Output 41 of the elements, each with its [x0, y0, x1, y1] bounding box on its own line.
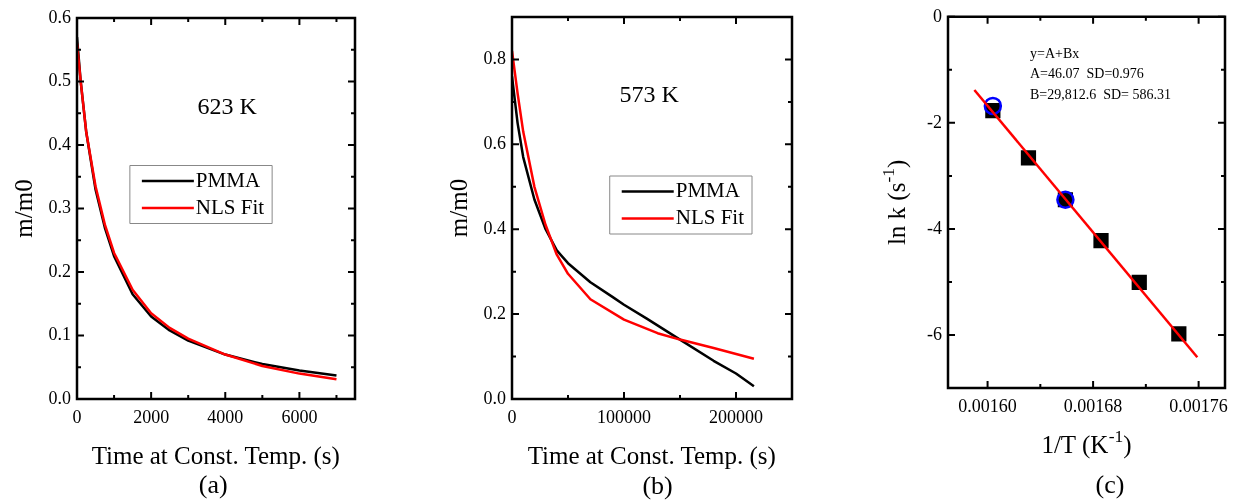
x-tick-label: 4000 — [207, 406, 244, 427]
y-tick-label: 0.3 — [48, 197, 71, 218]
annotation: 623 K — [197, 93, 258, 120]
x-axis-title: Time at Const. Temp. (s) — [91, 441, 340, 470]
y-tick-label: 0.6 — [483, 133, 506, 154]
y-axis-title: m/m0 — [9, 179, 37, 238]
y-tick-label: 0 — [933, 5, 942, 26]
text: (a) — [198, 470, 228, 500]
y-tick-label: 0.2 — [483, 302, 506, 323]
y-tick-label: -2 — [927, 111, 942, 132]
y-tick-label: 0.0 — [483, 387, 506, 408]
y-tick-label: 0.8 — [483, 48, 506, 69]
x-tick-label: 200000 — [709, 406, 763, 427]
x-tick-label: 6000 — [281, 406, 318, 427]
annotation: 573 K — [619, 81, 680, 108]
y-tick-label: 0.6 — [48, 6, 71, 27]
y-axis-title: m/m0 — [444, 178, 472, 238]
text: (b) — [642, 470, 673, 500]
y-tick-label: 0.4 — [48, 133, 71, 154]
y-tick-label: -4 — [927, 217, 942, 238]
y-tick-label: -6 — [927, 323, 942, 344]
x-tick-label: 0.00176 — [1169, 395, 1228, 416]
y-tick-label: 0.2 — [48, 260, 71, 281]
legend-label: NLS Fit — [675, 205, 745, 230]
y-tick-label: 0.0 — [48, 387, 71, 408]
annotation: B=29,812.6 SD= 586.31 — [1029, 86, 1172, 102]
x-axis-title: Time at Const. Temp. (s) — [527, 441, 776, 470]
x-tick-label: 100000 — [597, 406, 651, 427]
y-axis-title: ln k (s-1) — [877, 159, 911, 246]
y-tick-label: 0.4 — [483, 217, 506, 238]
legend-label: PMMA — [195, 167, 261, 192]
annotation: A=46.07 SD=0.976 — [1029, 66, 1144, 82]
x-tick-label: 2000 — [133, 406, 170, 427]
y-tick-label: 0.5 — [48, 70, 71, 91]
x-tick-label: 0.00168 — [1063, 395, 1123, 416]
legend-label: NLS Fit — [195, 194, 265, 219]
text: (c) — [1095, 469, 1125, 499]
legend-label: PMMA — [675, 178, 741, 203]
annotation: y=A+Bx — [1029, 45, 1080, 61]
x-tick-label: 0.00160 — [958, 395, 1017, 416]
y-tick-label: 0.1 — [48, 324, 71, 345]
